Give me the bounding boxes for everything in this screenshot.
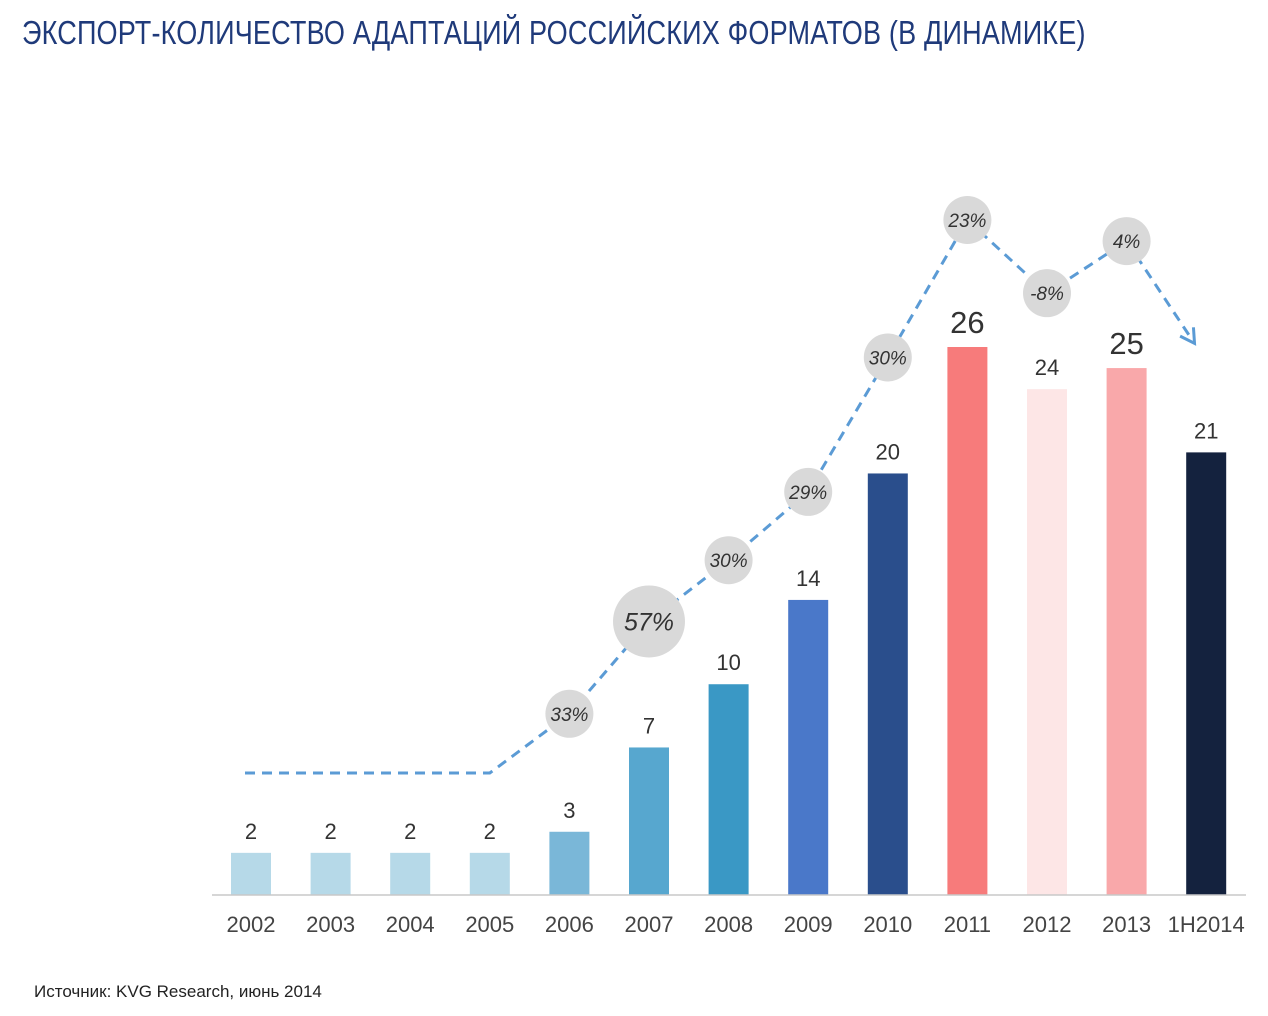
tick-label-2008: 2008 [704,912,753,937]
value-label-2012: 24 [1035,355,1059,380]
bar-2012 [1027,389,1067,895]
bar-2010 [867,473,908,895]
tick-label-2012: 2012 [1023,912,1072,937]
growth-label-2008: 30% [710,551,748,572]
value-label-2008: 10 [716,650,740,675]
tick-label-2010: 2010 [863,912,912,937]
bar-2013 [1106,368,1147,896]
value-label-2013: 25 [1109,326,1143,361]
growth-marker-2007 [613,585,685,658]
value-label-1H2014: 21 [1194,418,1218,443]
growth-label-2007: 57% [624,608,674,636]
value-label-2006: 3 [563,798,575,823]
growth-marker-2011 [943,196,992,244]
value-label-2011: 26 [950,305,984,340]
value-label-2009: 14 [796,566,820,591]
tick-label-2002: 2002 [227,912,276,937]
growth-marker-2012 [1023,269,1071,318]
bar-2007 [629,747,669,895]
growth-label-2012: -8% [1030,284,1064,305]
growth-line-layer: 33% 57% 30% 29% 30% 23% -8% 4% [245,196,1197,775]
bars-layer: 2 2 2 2 3 7 10 14 20 26 24 25 21 [231,305,1227,896]
tick-label-2013: 2013 [1102,912,1151,937]
growth-label-2009: 29% [788,483,827,504]
value-label-2005: 2 [484,819,496,844]
growth-marker-2009 [784,467,833,516]
growth-marker-2013 [1102,217,1151,266]
source-note: Источник: KVG Research, июнь 2014 [34,982,322,1001]
tick-label-2006: 2006 [545,912,594,937]
bar-2003 [310,852,351,895]
bar-2006 [549,831,590,895]
bar-2009 [788,599,829,895]
tick-label-2007: 2007 [625,912,674,937]
value-label-2007: 7 [643,713,655,738]
value-label-2002: 2 [245,819,257,844]
bar-2002 [231,852,271,895]
tick-label-2005: 2005 [465,912,514,937]
x-axis-layer: 2002 2003 2004 2005 2006 2007 2008 2009 2010 2011… [212,894,1246,937]
bar-2011 [947,347,988,895]
tick-label-2011: 2011 [944,912,991,937]
bar-2008 [708,684,749,895]
growth-label-2013: 4% [1113,232,1141,253]
growth-label-2011: 23% [947,211,986,232]
tick-label-2003: 2003 [306,912,355,937]
growth-label-2006: 33% [550,705,588,726]
tick-label-2009: 2009 [784,912,833,937]
tick-label-1H2014: 1H2014 [1168,912,1245,937]
growth-line-arrow [1179,327,1197,346]
chart-title: ЭКСПОРТ-КОЛИЧЕСТВО АДАПТАЦИЙ РОССИЙСКИХ … [22,14,1086,51]
bar-2004 [390,852,431,895]
growth-marker-2010 [863,333,912,382]
value-label-2004: 2 [404,819,416,844]
value-label-2010: 20 [876,439,900,464]
value-label-2003: 2 [324,819,336,844]
tick-label-2004: 2004 [386,912,435,937]
growth-marker-2006 [545,689,594,738]
growth-marker-2008 [704,536,753,585]
bar-2005 [469,852,510,895]
bar-1H2014 [1186,452,1227,895]
growth-label-2010: 30% [869,348,907,369]
